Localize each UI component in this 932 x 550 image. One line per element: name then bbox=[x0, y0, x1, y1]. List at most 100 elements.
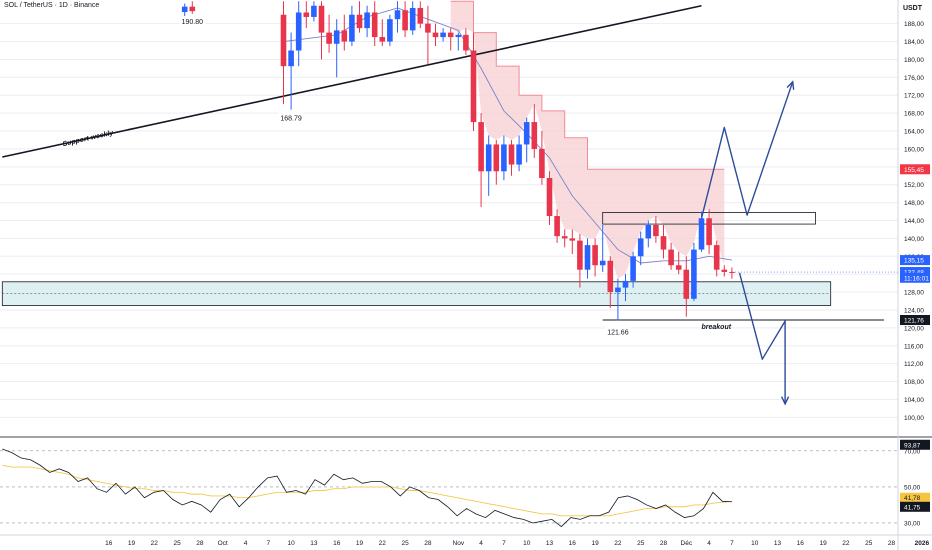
price-tick-label: 172,00 bbox=[904, 93, 924, 100]
price-label-121: 121.66 bbox=[607, 329, 629, 336]
price-badge-bg bbox=[900, 314, 930, 325]
support-weekly-label: Support weekly bbox=[62, 129, 115, 148]
time-tick-label: 28 bbox=[660, 540, 668, 547]
candle-body bbox=[303, 12, 310, 17]
time-tick-label: Oct bbox=[218, 540, 228, 547]
candle bbox=[554, 209, 560, 243]
projection-up-arrow bbox=[700, 80, 795, 219]
candle-body bbox=[653, 224, 659, 237]
candle bbox=[599, 224, 606, 272]
candle-body bbox=[417, 8, 424, 24]
candle-body bbox=[577, 240, 583, 270]
time-tick-label: 4 bbox=[479, 540, 483, 547]
candle bbox=[288, 32, 294, 110]
oscillator-badge-label: 41,78 bbox=[904, 495, 921, 502]
candle-body bbox=[387, 19, 393, 42]
candle bbox=[409, 1, 416, 35]
candle-body bbox=[539, 148, 545, 178]
candle-body bbox=[713, 245, 720, 270]
price-tick-label: 152,00 bbox=[904, 182, 924, 189]
time-tick-label: 16 bbox=[797, 540, 805, 547]
time-tick-label: 19 bbox=[591, 540, 599, 547]
candle-body bbox=[561, 236, 568, 239]
candle bbox=[463, 28, 469, 55]
price-label-168-bg bbox=[278, 112, 305, 124]
candle bbox=[326, 14, 332, 53]
candle bbox=[447, 28, 454, 51]
candle bbox=[440, 28, 446, 42]
candle bbox=[432, 23, 439, 47]
symbol-title[interactable]: SOL / TetherUS · 1D · Binance bbox=[4, 2, 100, 9]
price-tick-label: 120,00 bbox=[904, 325, 924, 332]
candle bbox=[653, 216, 659, 243]
price-badge-bg bbox=[900, 267, 930, 278]
price-tick-label: 124,00 bbox=[904, 307, 924, 314]
time-tick-label: 25 bbox=[865, 540, 873, 547]
cloud-upper-line bbox=[450, 0, 725, 170]
time-tick-label: 10 bbox=[287, 540, 295, 547]
candle-body bbox=[447, 32, 454, 38]
time-tick-label: Nov bbox=[453, 540, 465, 547]
price-tick-label: 176,00 bbox=[904, 75, 924, 82]
price-tick-label: 168,00 bbox=[904, 111, 924, 118]
candle-body bbox=[333, 30, 340, 44]
price-badge: 11:16:01 bbox=[900, 272, 930, 283]
price-badge-bg bbox=[900, 164, 930, 175]
candle-body bbox=[584, 245, 591, 270]
candle bbox=[569, 229, 576, 255]
candle bbox=[379, 19, 386, 47]
candle bbox=[561, 229, 568, 248]
time-axis: 31619222528Oct4710131619222528Nov4710131… bbox=[105, 540, 929, 547]
price-tick-label: 164,00 bbox=[904, 129, 924, 136]
candle-body bbox=[402, 10, 408, 31]
candle-body bbox=[341, 30, 348, 42]
candle-body bbox=[288, 50, 294, 67]
candle bbox=[637, 231, 644, 266]
candle bbox=[478, 113, 484, 208]
grid bbox=[0, 23, 898, 418]
candle bbox=[577, 233, 583, 288]
time-tick-label: 16 bbox=[569, 540, 577, 547]
time-tick-label: 19 bbox=[356, 540, 364, 547]
candle bbox=[417, 1, 424, 29]
candle bbox=[531, 104, 538, 158]
candle-body bbox=[189, 6, 196, 12]
oscillator-badge-bg bbox=[900, 501, 930, 512]
price-badge-bg bbox=[900, 255, 930, 266]
candle bbox=[356, 1, 363, 33]
candle-body bbox=[485, 144, 492, 172]
candle-body bbox=[379, 37, 386, 42]
candle bbox=[280, 1, 287, 105]
candle bbox=[523, 117, 530, 163]
currency-label[interactable]: USDT bbox=[902, 5, 922, 12]
candle-body bbox=[645, 224, 652, 239]
candle bbox=[311, 1, 317, 22]
time-tick-label: 4 bbox=[244, 540, 248, 547]
time-tick-label: 25 bbox=[637, 540, 645, 547]
price-label-168: 168.79 bbox=[280, 116, 302, 123]
candle-body bbox=[592, 245, 598, 266]
candle-body bbox=[698, 218, 705, 250]
price-tick-label: 144,00 bbox=[904, 218, 924, 225]
price-tick-label: 180,00 bbox=[904, 57, 924, 64]
candle bbox=[729, 267, 735, 279]
candle-body bbox=[531, 122, 538, 149]
time-tick-label: 25 bbox=[173, 540, 181, 547]
candle-body bbox=[311, 5, 317, 17]
price-badge-label: 135,15 bbox=[904, 258, 924, 265]
candle-body bbox=[356, 14, 363, 29]
candle bbox=[485, 135, 492, 196]
price-tick-label: 140,00 bbox=[904, 236, 924, 243]
time-tick-label: 25 bbox=[401, 540, 409, 547]
time-tick-label: 28 bbox=[424, 540, 432, 547]
candle-body bbox=[599, 260, 606, 266]
candle bbox=[341, 14, 348, 51]
price-tick-label: 104,00 bbox=[904, 397, 924, 404]
time-tick-label: 13 bbox=[774, 540, 782, 547]
price-badge: 93,87 bbox=[900, 439, 930, 450]
candle-body bbox=[668, 249, 674, 266]
candle-body bbox=[607, 260, 614, 293]
candle-body bbox=[493, 144, 500, 172]
time-tick-label: 22 bbox=[614, 540, 622, 547]
